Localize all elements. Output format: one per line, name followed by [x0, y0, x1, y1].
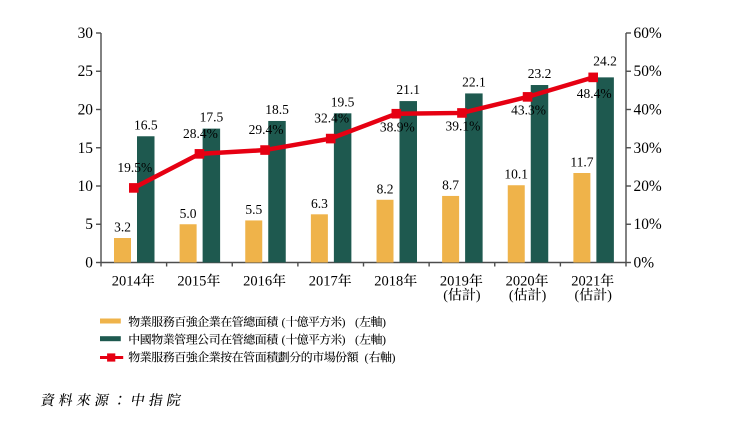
svg-text:23.2: 23.2 — [528, 66, 552, 81]
svg-text:30: 30 — [78, 25, 94, 42]
svg-text:2016: 2016 — [243, 274, 272, 290]
svg-text:2018: 2018 — [374, 274, 403, 290]
svg-text:6.3: 6.3 — [311, 196, 328, 211]
svg-text:): ) — [607, 289, 612, 304]
svg-text:(: ( — [282, 333, 286, 347]
svg-text:2020: 2020 — [506, 274, 535, 290]
svg-text:(: ( — [355, 333, 359, 347]
svg-text:40%: 40% — [634, 102, 662, 119]
svg-text:): ) — [392, 350, 396, 364]
svg-text:48.4%: 48.4% — [577, 86, 612, 101]
svg-text:0: 0 — [85, 255, 93, 272]
svg-text:19.5: 19.5 — [331, 94, 355, 109]
svg-text:): ) — [342, 315, 346, 329]
svg-text:2021: 2021 — [571, 274, 600, 290]
svg-text:(: ( — [443, 289, 448, 304]
svg-text:19.5%: 19.5% — [117, 160, 152, 175]
svg-text:(: ( — [355, 315, 359, 329]
svg-text:17.5: 17.5 — [200, 110, 224, 125]
svg-text:): ) — [342, 333, 346, 347]
svg-text:(: ( — [282, 315, 286, 329]
svg-text:5.0: 5.0 — [180, 206, 197, 221]
svg-text:22.1: 22.1 — [462, 74, 486, 89]
svg-text:): ) — [542, 289, 547, 304]
svg-text:8.2: 8.2 — [377, 181, 394, 196]
svg-text:28.4%: 28.4% — [183, 126, 218, 141]
svg-text:11.7: 11.7 — [570, 155, 593, 170]
svg-text:24.2: 24.2 — [593, 53, 617, 68]
svg-text:): ) — [476, 289, 481, 304]
svg-text:39.1%: 39.1% — [446, 119, 481, 134]
svg-text:3.2: 3.2 — [114, 220, 131, 235]
svg-text:(: ( — [509, 289, 514, 304]
svg-text:38.9%: 38.9% — [380, 120, 415, 135]
svg-text:18.5: 18.5 — [265, 102, 289, 117]
svg-text:60%: 60% — [634, 25, 662, 42]
svg-text:2014: 2014 — [112, 274, 142, 290]
svg-text:30%: 30% — [634, 140, 662, 157]
svg-text:(: ( — [575, 289, 580, 304]
svg-text:2017: 2017 — [309, 274, 338, 290]
svg-text:): ) — [382, 315, 386, 329]
svg-text:0%: 0% — [634, 255, 655, 272]
svg-text:): ) — [382, 333, 386, 347]
svg-text:5: 5 — [85, 216, 93, 233]
svg-text:21.1: 21.1 — [396, 82, 420, 97]
svg-text:8.7: 8.7 — [442, 177, 459, 192]
svg-text:10: 10 — [78, 178, 94, 195]
svg-text:20%: 20% — [634, 178, 662, 195]
svg-text:25: 25 — [78, 63, 94, 80]
svg-text:2019: 2019 — [440, 274, 469, 290]
svg-text:43.3%: 43.3% — [511, 103, 546, 118]
svg-text:16.5: 16.5 — [134, 117, 158, 132]
svg-text:29.4%: 29.4% — [249, 122, 284, 137]
svg-text:50%: 50% — [634, 63, 662, 80]
svg-text:(: ( — [365, 350, 369, 364]
svg-text:32.4%: 32.4% — [314, 111, 349, 126]
svg-text:5.5: 5.5 — [245, 202, 262, 217]
svg-text:2015: 2015 — [177, 274, 206, 290]
svg-text:20: 20 — [78, 102, 94, 119]
svg-text:15: 15 — [78, 140, 94, 157]
svg-text:10.1: 10.1 — [504, 167, 528, 182]
svg-text:10%: 10% — [634, 216, 662, 233]
